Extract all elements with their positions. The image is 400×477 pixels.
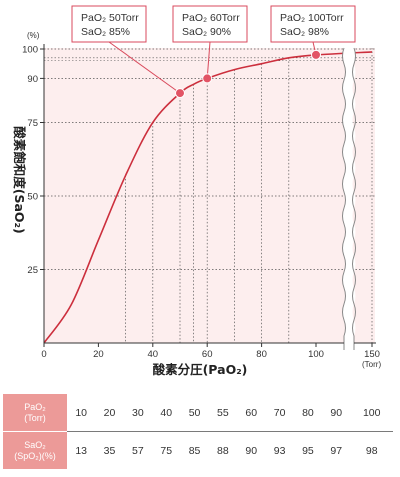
callout-sao2-text: SaO₂ 98%: [280, 26, 329, 38]
table-cell: 40: [152, 394, 181, 432]
table-cell: 10: [67, 394, 96, 432]
y-tick-label: 75: [27, 118, 38, 129]
table-cell: 98: [365, 444, 378, 457]
x-tick-label: 80: [256, 349, 267, 360]
row-header-sao2: SaO₂ (SpO₂)(%): [3, 431, 67, 469]
row-header-sao2-line2: (SpO₂)(%): [14, 450, 56, 461]
callout-box: [172, 5, 248, 43]
x-tick-label: 0: [41, 349, 46, 360]
table-cell: 95: [302, 444, 314, 457]
row-header-sao2-line1: SaO₂: [24, 439, 46, 450]
x-axis-title: 酸素分圧(PaO₂): [153, 362, 248, 377]
y-tick-label: 90: [27, 74, 38, 85]
table-cell: 85: [188, 444, 201, 457]
table-cell: 50: [180, 394, 209, 432]
data-table: PaO₂ (Torr) 10 20 30 40 50 55 60 70 80 9…: [3, 394, 393, 469]
callout-sao2-text: SaO₂ 90%: [182, 26, 231, 38]
x-tick-label: 20: [93, 349, 104, 360]
row-header-pao2: PaO₂ (Torr): [3, 394, 67, 432]
tick-marks: 0 20 40 60 80 100 150 25 50 75 90 100: [22, 45, 380, 361]
callout-box: [270, 5, 356, 43]
row-header-pao2-line2: (Torr): [24, 412, 46, 423]
x-tick-label: 100: [308, 349, 324, 360]
x-tick-label: 60: [202, 349, 213, 360]
callout-leader: [206, 41, 211, 79]
table-cell: 75: [160, 444, 173, 457]
x-unit-label: (Torr): [362, 360, 381, 369]
table-cell: 100: [350, 394, 393, 432]
y-tick-label: 25: [27, 265, 38, 276]
table-cell: 57: [132, 444, 144, 457]
table-row-sao2: SaO₂ (SpO₂)(%) 13 35 57 75 85 88 90 93 9…: [3, 431, 393, 469]
table-cell: 93: [273, 444, 286, 457]
y-tick-label: 100: [22, 45, 38, 56]
table-cell: 90: [245, 444, 258, 457]
axis-break-gap: [342, 48, 356, 350]
callout-pao2-text: PaO₂ 60Torr: [182, 12, 240, 24]
callout-leader: [108, 41, 181, 94]
data-point-marker: [175, 88, 185, 99]
y-axis-title: 酸素飽和度(SaO₂): [12, 126, 27, 233]
axis-break-left-wave: [342, 47, 346, 350]
table-cell: 55: [208, 394, 238, 432]
axis-break: [342, 47, 356, 350]
dissociation-curve: [43, 51, 373, 344]
callout-sao2-text: SaO₂ 85%: [81, 26, 130, 38]
table-cell: 97: [330, 444, 343, 457]
table-row-pao2: PaO₂ (Torr) 10 20 30 40 50 55 60 70 80 9…: [3, 394, 393, 432]
x-tick-label: 150: [364, 349, 380, 360]
table-cell: 80: [293, 394, 323, 432]
axis-break-right-wave: [352, 47, 356, 350]
data-point-marker: [311, 49, 321, 60]
callout-box: [71, 5, 147, 43]
table-cell: 88: [217, 444, 229, 457]
table-cell: 30: [123, 394, 153, 432]
y-tick-label: 50: [27, 192, 38, 203]
callout-pao2-text: PaO₂ 50Torr: [81, 12, 139, 24]
table-cell: 60: [237, 394, 266, 432]
callout-pao2-text: PaO₂ 100Torr: [280, 12, 344, 24]
table-cell: 70: [265, 394, 294, 432]
oxygen-dissociation-chart: 0 20 40 60 80 100 150 25 50 75 90 100 (%) (Torr) 酸素…: [12, 5, 381, 377]
table-cell: 13: [75, 444, 88, 457]
plot-background: [44, 48, 375, 343]
table-cell: 90: [322, 394, 351, 432]
callouts: PaO₂ 50Torr SaO₂ 85% PaO₂ 60Torr SaO₂ 90% Pa…: [71, 5, 356, 99]
table-cell: 35: [103, 444, 116, 457]
data-point-marker: [202, 73, 213, 84]
x-tick-label: 40: [148, 349, 159, 360]
y-unit-label: (%): [27, 31, 40, 40]
table-cell: 20: [95, 394, 124, 432]
row-header-pao2-line1: PaO₂: [24, 401, 46, 412]
